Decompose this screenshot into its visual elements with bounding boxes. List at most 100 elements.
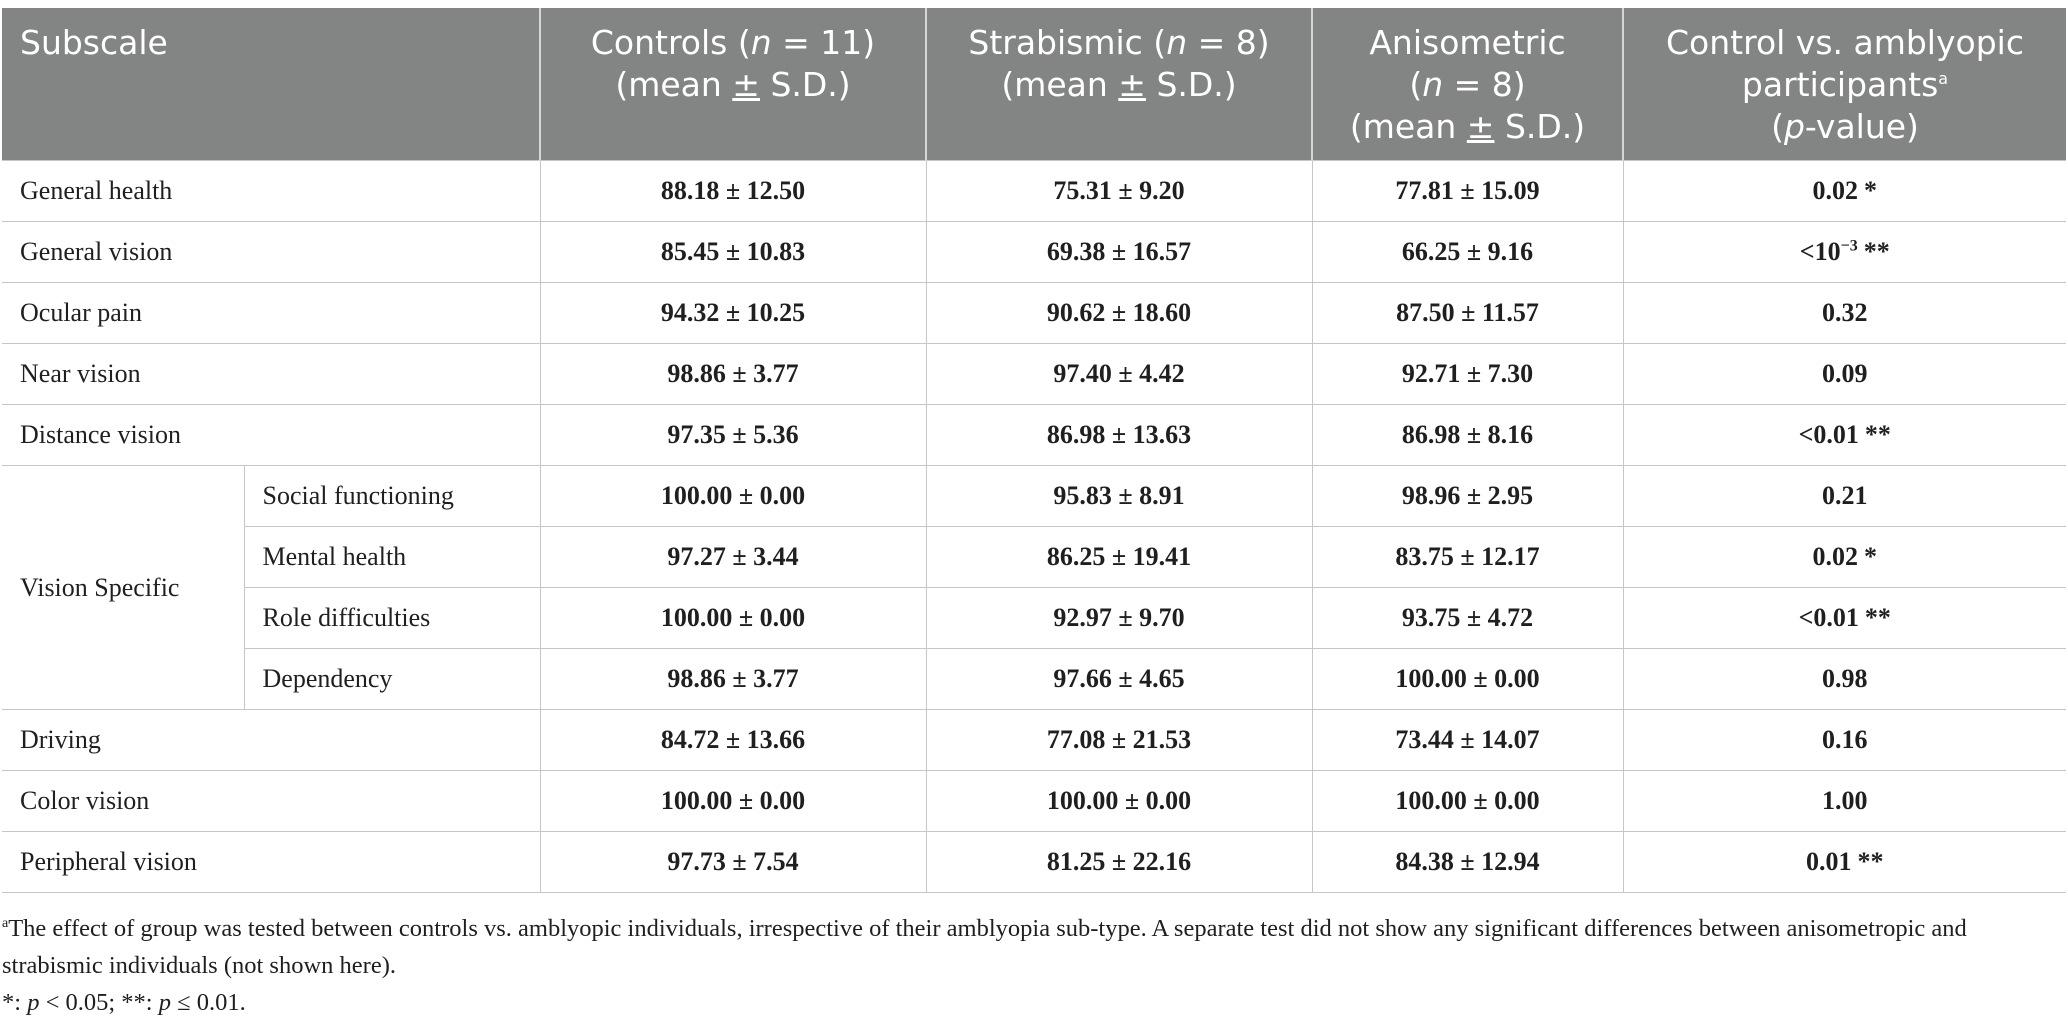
cell-pvalue: 0.21	[1622, 465, 2066, 527]
cell-strabismic: 77.08 ± 21.53	[925, 709, 1313, 771]
row-label: Driving	[2, 709, 541, 771]
pvalue-text: 1.00	[1822, 786, 1868, 815]
cell-pvalue: 0.16	[1622, 709, 2066, 771]
footnote-a-marker: a	[2, 915, 9, 931]
cell-controls: 98.86 ± 3.77	[539, 343, 927, 405]
row-label: General vision	[2, 221, 541, 283]
cell-controls: 88.18 ± 12.50	[539, 160, 927, 222]
cell-pvalue: 0.01 **	[1622, 831, 2066, 893]
header-pvalue-line1: Control vs. amblyopic	[1666, 23, 2024, 62]
cell-controls: 85.45 ± 10.83	[539, 221, 927, 283]
table-row: Distance vision 97.35 ± 5.36 86.98 ± 13.63…	[2, 404, 2066, 466]
header-strabismic-text: Strabismic (	[968, 23, 1167, 62]
pvalue-text: 0.32	[1822, 298, 1868, 327]
cell-strabismic: 97.40 ± 4.42	[925, 343, 1313, 405]
cell-strabismic: 95.83 ± 8.91	[925, 465, 1313, 527]
cell-controls: 98.86 ± 3.77	[539, 648, 927, 710]
cell-strabismic: 86.25 ± 19.41	[925, 526, 1313, 588]
cell-strabismic: 90.62 ± 18.60	[925, 282, 1313, 344]
header-pvalue: Control vs. amblyopic participantsa (p-v…	[1623, 8, 2066, 161]
cell-controls: 84.72 ± 13.66	[539, 709, 927, 771]
header-pm: ±	[1466, 107, 1495, 146]
header-controls-text: Controls (	[590, 23, 751, 62]
header-anisometric-n: n	[1422, 65, 1444, 104]
header-pvalue-p: p	[1783, 107, 1805, 146]
header-strabismic-count: = 8)	[1187, 23, 1270, 62]
significance-marker: **	[1857, 847, 1884, 876]
table-row: Near vision 98.86 ± 3.77 97.40 ± 4.42 92.71…	[2, 343, 2066, 405]
cell-anisometric: 92.71 ± 7.30	[1311, 343, 1624, 405]
significance-marker: **	[1864, 420, 1891, 449]
cell-strabismic: 75.31 ± 9.20	[925, 160, 1313, 222]
significance-marker: **	[1863, 237, 1890, 266]
cell-controls: 94.32 ± 10.25	[539, 282, 927, 344]
table-row: Vision Specific Social functioning 100.00 …	[2, 465, 2066, 710]
header-pvalue-footnote-marker: a	[1938, 69, 1949, 88]
header-subscale-text: Subscale	[20, 23, 168, 62]
header-pm: ±	[1118, 65, 1146, 104]
cell-controls: 97.73 ± 7.54	[539, 831, 927, 893]
footnote-sig-two-threshold: ≤ 0.01.	[171, 989, 246, 1016]
cell-pvalue: 0.02 *	[1622, 160, 2066, 222]
cell-controls: 100.00 ± 0.00	[539, 465, 927, 527]
cell-anisometric: 98.96 ± 2.95	[1311, 465, 1624, 527]
header-pvalue-line2: participants	[1741, 65, 1939, 104]
header-anisometric-paren: (	[1409, 65, 1423, 104]
table-row: Color vision 100.00 ± 0.00 100.00 ± 0.00 10…	[2, 770, 2066, 832]
cell-anisometric: 86.98 ± 8.16	[1311, 404, 1624, 466]
cell-pvalue: 1.00	[1622, 770, 2066, 832]
header-controls: Controls (n = 11) (mean ± S.D.)	[540, 8, 927, 161]
significance-marker: *	[1864, 542, 1877, 571]
pvalue-text: 0.09	[1822, 359, 1868, 388]
header-anisometric-count: = 8)	[1443, 65, 1526, 104]
header-pm: ±	[732, 65, 760, 104]
cell-anisometric: 93.75 ± 4.72	[1311, 587, 1624, 649]
footnote-a: aThe effect of group was tested between …	[2, 910, 2062, 984]
cell-strabismic: 81.25 ± 22.16	[925, 831, 1313, 893]
row-label: Ocular pain	[2, 282, 541, 344]
pvalue-text: 0.02	[1812, 542, 1859, 571]
header-mean-post: S.D.)	[759, 65, 851, 104]
header-controls-n: n	[750, 23, 772, 62]
results-table: Subscale Controls (n = 11) (mean ± S.D.)…	[2, 8, 2066, 893]
footnote-significance: *: p < 0.05; **: p ≤ 0.01.	[2, 984, 2062, 1021]
header-mean-post: S.D.)	[1145, 65, 1237, 104]
cell-pvalue: <0.01 **	[1622, 587, 2066, 649]
row-label: Dependency	[244, 648, 541, 710]
cell-pvalue: 0.02 *	[1622, 526, 2066, 588]
cell-pvalue: 0.98	[1622, 648, 2066, 710]
header-anisometric-text: Anisometric	[1369, 23, 1566, 62]
cell-anisometric: 73.44 ± 14.07	[1311, 709, 1624, 771]
table-row: Peripheral vision 97.73 ± 7.54 81.25 ± 22.…	[2, 831, 2066, 893]
row-label: Color vision	[2, 770, 541, 832]
pvalue-text: <0.01	[1798, 420, 1859, 449]
cell-controls: 97.27 ± 3.44	[539, 526, 927, 588]
row-label: Social functioning	[243, 465, 541, 527]
table-body: General health 88.18 ± 12.50 75.31 ± 9.20 7…	[2, 160, 2066, 893]
header-pvalue-paren: (	[1771, 107, 1784, 146]
cell-strabismic: 69.38 ± 16.57	[925, 221, 1313, 283]
cell-anisometric: 100.00 ± 0.00	[1311, 648, 1624, 710]
cell-anisometric: 84.38 ± 12.94	[1311, 831, 1624, 893]
cell-anisometric: 77.81 ± 15.09	[1311, 160, 1624, 222]
header-mean-pre: (mean	[1349, 107, 1467, 146]
header-strabismic: Strabismic (n = 8) (mean ± S.D.)	[926, 8, 1313, 161]
row-label: Mental health	[244, 526, 541, 588]
table-row: General vision 85.45 ± 10.83 69.38 ± 16.57…	[2, 221, 2066, 283]
cell-controls: 100.00 ± 0.00	[539, 587, 927, 649]
row-label: Near vision	[2, 343, 541, 405]
cell-anisometric: 87.50 ± 11.57	[1311, 282, 1624, 344]
header-pvalue-suffix: -value)	[1804, 107, 1919, 146]
table-row: Ocular pain 94.32 ± 10.25 90.62 ± 18.60 87.…	[2, 282, 2066, 344]
row-label: Role difficulties	[244, 587, 541, 649]
header-strabismic-n: n	[1166, 23, 1188, 62]
table-row: Dependency 98.86 ± 3.77 97.66 ± 4.65 100.00…	[2, 648, 2066, 710]
footnote-sig-two-p: p	[158, 989, 171, 1016]
footnote-sig-one: *:	[2, 989, 28, 1016]
cell-pvalue: 0.09	[1622, 343, 2066, 405]
cell-pvalue: <10−3 **	[1622, 221, 2066, 283]
header-mean-post: S.D.)	[1494, 107, 1586, 146]
pvalue-text: 0.98	[1822, 664, 1868, 693]
cell-strabismic: 86.98 ± 13.63	[925, 404, 1313, 466]
pvalue-text: 0.16	[1822, 725, 1868, 754]
